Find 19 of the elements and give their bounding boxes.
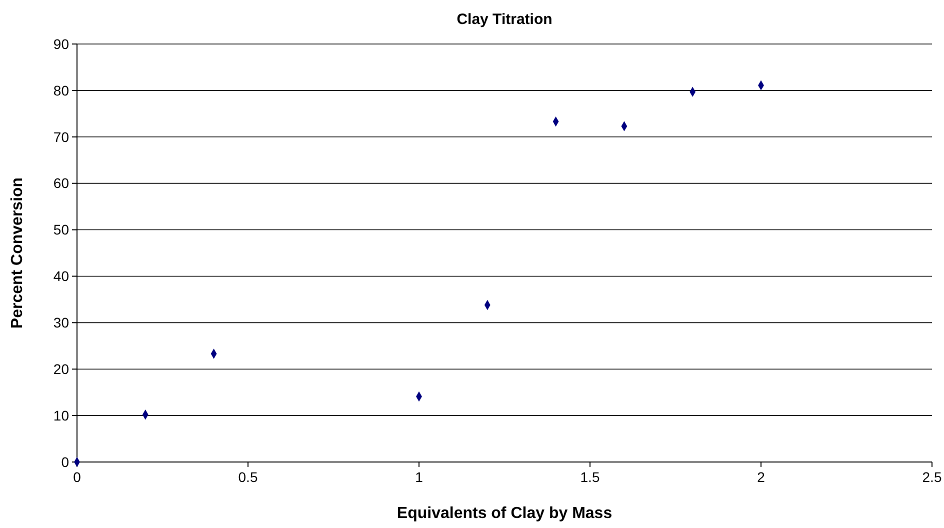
x-tick-label: 2.5 (922, 469, 942, 485)
y-tick-label: 40 (53, 268, 70, 284)
y-tick-label: 0 (61, 454, 70, 470)
y-tick-label: 80 (53, 82, 70, 98)
y-tick-label: 30 (53, 314, 70, 331)
y-tick-label: 60 (53, 175, 70, 192)
x-axis-title: Equivalents of Clay by Mass (396, 505, 612, 522)
x-tick-label: 0 (73, 469, 82, 485)
x-tick-label: 0.5 (238, 469, 258, 485)
x-tick-label: 1 (415, 469, 424, 485)
y-tick-label: 20 (53, 361, 70, 378)
y-tick-label: 70 (53, 128, 70, 145)
y-tick-label: 90 (53, 36, 70, 52)
y-tick-label: 50 (53, 222, 70, 238)
x-tick-label: 1.5 (580, 469, 600, 485)
chart-title: Clay Titration (456, 11, 552, 28)
y-tick-label: 10 (53, 407, 70, 424)
y-axis-title: Percent Conversion (9, 177, 26, 329)
x-tick-label: 2 (757, 469, 766, 485)
